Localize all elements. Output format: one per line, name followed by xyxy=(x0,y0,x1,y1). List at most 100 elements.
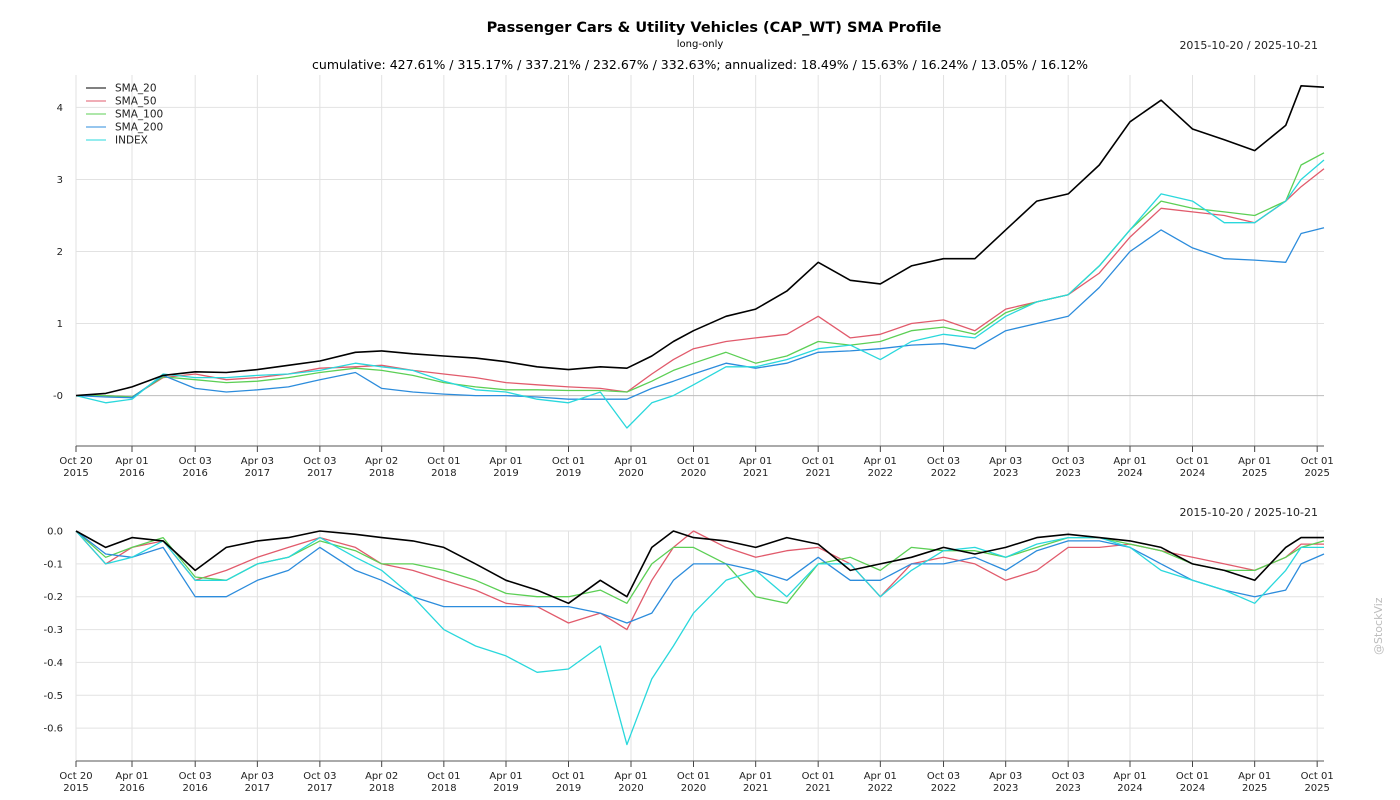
top-x-tick-year: 2019 xyxy=(556,468,581,479)
chart-subtitle: long-only xyxy=(676,39,724,50)
drawdown-y-tick-label: -0.5 xyxy=(43,691,63,702)
top-series-sma-50 xyxy=(76,168,1325,398)
legend-label-sma-200: SMA_200 xyxy=(115,122,163,134)
top-x-tick-year: 2023 xyxy=(1055,468,1080,479)
top-x-tick-label: Apr 01 xyxy=(489,456,522,467)
drawdown-x-tick-label: Oct 03 xyxy=(303,771,336,782)
drawdown-x-tick-label: Apr 02 xyxy=(365,771,398,782)
drawdown-x-tick-year: 2018 xyxy=(431,783,456,794)
top-x-tick-year: 2016 xyxy=(182,468,207,479)
drawdown-y-tick-label: -0.1 xyxy=(43,559,63,570)
top-x-tick-label: Apr 01 xyxy=(1113,456,1146,467)
top-x-tick-label: Apr 01 xyxy=(864,456,897,467)
top-x-tick-year: 2021 xyxy=(743,468,768,479)
drawdown-x-tick-label: Oct 03 xyxy=(179,771,212,782)
drawdown-x-tick-label: Oct 03 xyxy=(1052,771,1085,782)
top-x-tick-label: Oct 20 xyxy=(59,456,92,467)
drawdown-x-tick-year: 2016 xyxy=(182,783,207,794)
top-y-tick-label: 2 xyxy=(57,247,63,258)
drawdown-x-tick-year: 2017 xyxy=(307,783,332,794)
drawdown-x-tick-label: Oct 01 xyxy=(427,771,460,782)
top-x-tick-label: Apr 01 xyxy=(115,456,148,467)
top-x-tick-year: 2015 xyxy=(63,468,88,479)
top-x-tick-year: 2022 xyxy=(931,468,956,479)
top-y-tick-label: 4 xyxy=(57,103,63,114)
drawdown-x-tick-label: Oct 20 xyxy=(59,771,92,782)
drawdown-x-tick-year: 2022 xyxy=(868,783,893,794)
top-x-tick-label: Oct 03 xyxy=(303,456,336,467)
drawdown-x-tick-year: 2021 xyxy=(805,783,830,794)
top-y-tick-label: 3 xyxy=(57,175,63,186)
drawdown-x-tick-label: Oct 01 xyxy=(802,771,835,782)
top-y-tick-label: 1 xyxy=(57,319,63,330)
drawdown-x-tick-label: Apr 01 xyxy=(864,771,897,782)
drawdown-x-tick-label: Apr 01 xyxy=(739,771,772,782)
drawdown-series-index xyxy=(75,530,1324,746)
top-x-tick-label: Apr 02 xyxy=(365,456,398,467)
drawdown-x-tick-label: Apr 03 xyxy=(241,771,274,782)
top-x-tick-year: 2024 xyxy=(1117,468,1142,479)
drawdown-x-tick-label: Oct 01 xyxy=(1176,771,1209,782)
top-x-tick-year: 2019 xyxy=(493,468,518,479)
drawdown-x-tick-label: Oct 01 xyxy=(677,771,710,782)
top-x-tick-label: Oct 01 xyxy=(552,456,585,467)
top-x-tick-year: 2017 xyxy=(245,468,270,479)
drawdown-x-tick-year: 2023 xyxy=(993,783,1018,794)
top-x-tick-label: Oct 01 xyxy=(802,456,835,467)
top-y-tick-label: -0 xyxy=(53,391,63,402)
legend-label-sma-50: SMA_50 xyxy=(115,96,157,108)
drawdown-x-tick-year: 2025 xyxy=(1242,783,1267,794)
top-x-tick-year: 2025 xyxy=(1304,468,1329,479)
top-x-tick-year: 2025 xyxy=(1242,468,1267,479)
drawdown-x-tick-label: Oct 01 xyxy=(1301,771,1334,782)
top-x-tick-year: 2018 xyxy=(431,468,456,479)
drawdown-x-tick-year: 2016 xyxy=(119,783,144,794)
top-x-tick-year: 2024 xyxy=(1180,468,1205,479)
top-x-tick-year: 2018 xyxy=(369,468,394,479)
top-x-tick-label: Oct 03 xyxy=(179,456,212,467)
drawdown-x-tick-label: Apr 01 xyxy=(489,771,522,782)
drawdown-chart-date-range: 2015-10-20 / 2025-10-21 xyxy=(1179,506,1318,519)
drawdown-y-tick-label: -0.2 xyxy=(43,592,63,603)
top-chart-date-range: 2015-10-20 / 2025-10-21 xyxy=(1179,39,1318,52)
top-x-tick-year: 2020 xyxy=(618,468,643,479)
top-x-tick-label: Apr 01 xyxy=(614,456,647,467)
drawdown-x-tick-year: 2022 xyxy=(931,783,956,794)
performance-stats: cumulative: 427.61% / 315.17% / 337.21% … xyxy=(312,57,1088,72)
legend-label-sma-100: SMA_100 xyxy=(115,109,163,121)
chart-title: Passenger Cars & Utility Vehicles (CAP_W… xyxy=(486,20,942,36)
drawdown-x-tick-year: 2021 xyxy=(743,783,768,794)
drawdown-y-tick-label: -0.3 xyxy=(43,625,63,636)
drawdown-y-tick-label: 0.0 xyxy=(47,527,63,538)
drawdown-x-tick-label: Apr 01 xyxy=(1238,771,1271,782)
drawdown-x-tick-label: Apr 01 xyxy=(614,771,647,782)
top-series-index xyxy=(75,159,1325,429)
top-x-tick-year: 2016 xyxy=(119,468,144,479)
top-x-tick-label: Apr 01 xyxy=(1238,456,1271,467)
drawdown-x-tick-label: Apr 03 xyxy=(989,771,1022,782)
drawdown-x-tick-year: 2015 xyxy=(63,783,88,794)
drawdown-x-tick-year: 2024 xyxy=(1180,783,1205,794)
top-x-tick-label: Oct 01 xyxy=(1301,456,1334,467)
drawdown-x-tick-year: 2020 xyxy=(618,783,643,794)
drawdown-x-tick-year: 2020 xyxy=(681,783,706,794)
drawdown-series-sma-200 xyxy=(75,530,1325,624)
drawdown-x-tick-year: 2024 xyxy=(1117,783,1142,794)
top-x-tick-label: Oct 03 xyxy=(927,456,960,467)
top-x-tick-label: Oct 01 xyxy=(427,456,460,467)
top-x-tick-label: Oct 01 xyxy=(1176,456,1209,467)
drawdown-x-tick-year: 2019 xyxy=(556,783,581,794)
top-x-tick-label: Oct 01 xyxy=(677,456,710,467)
top-x-tick-year: 2023 xyxy=(993,468,1018,479)
top-x-tick-label: Apr 03 xyxy=(241,456,274,467)
drawdown-x-tick-label: Oct 03 xyxy=(927,771,960,782)
drawdown-x-tick-year: 2025 xyxy=(1304,783,1329,794)
top-x-tick-year: 2022 xyxy=(868,468,893,479)
legend-label-sma-20: SMA_20 xyxy=(115,83,157,95)
drawdown-y-tick-label: -0.4 xyxy=(43,658,63,669)
top-x-tick-year: 2017 xyxy=(307,468,332,479)
legend-label-index: INDEX xyxy=(115,135,148,147)
drawdown-x-tick-year: 2023 xyxy=(1055,783,1080,794)
top-x-tick-year: 2020 xyxy=(681,468,706,479)
